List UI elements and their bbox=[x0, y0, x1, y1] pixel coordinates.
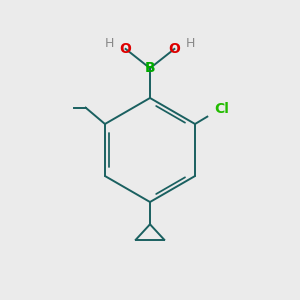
Text: B: B bbox=[145, 61, 155, 75]
Text: H: H bbox=[105, 37, 114, 50]
Text: Cl: Cl bbox=[214, 102, 229, 116]
Text: O: O bbox=[168, 42, 180, 56]
Text: H: H bbox=[186, 37, 195, 50]
Text: O: O bbox=[120, 42, 132, 56]
